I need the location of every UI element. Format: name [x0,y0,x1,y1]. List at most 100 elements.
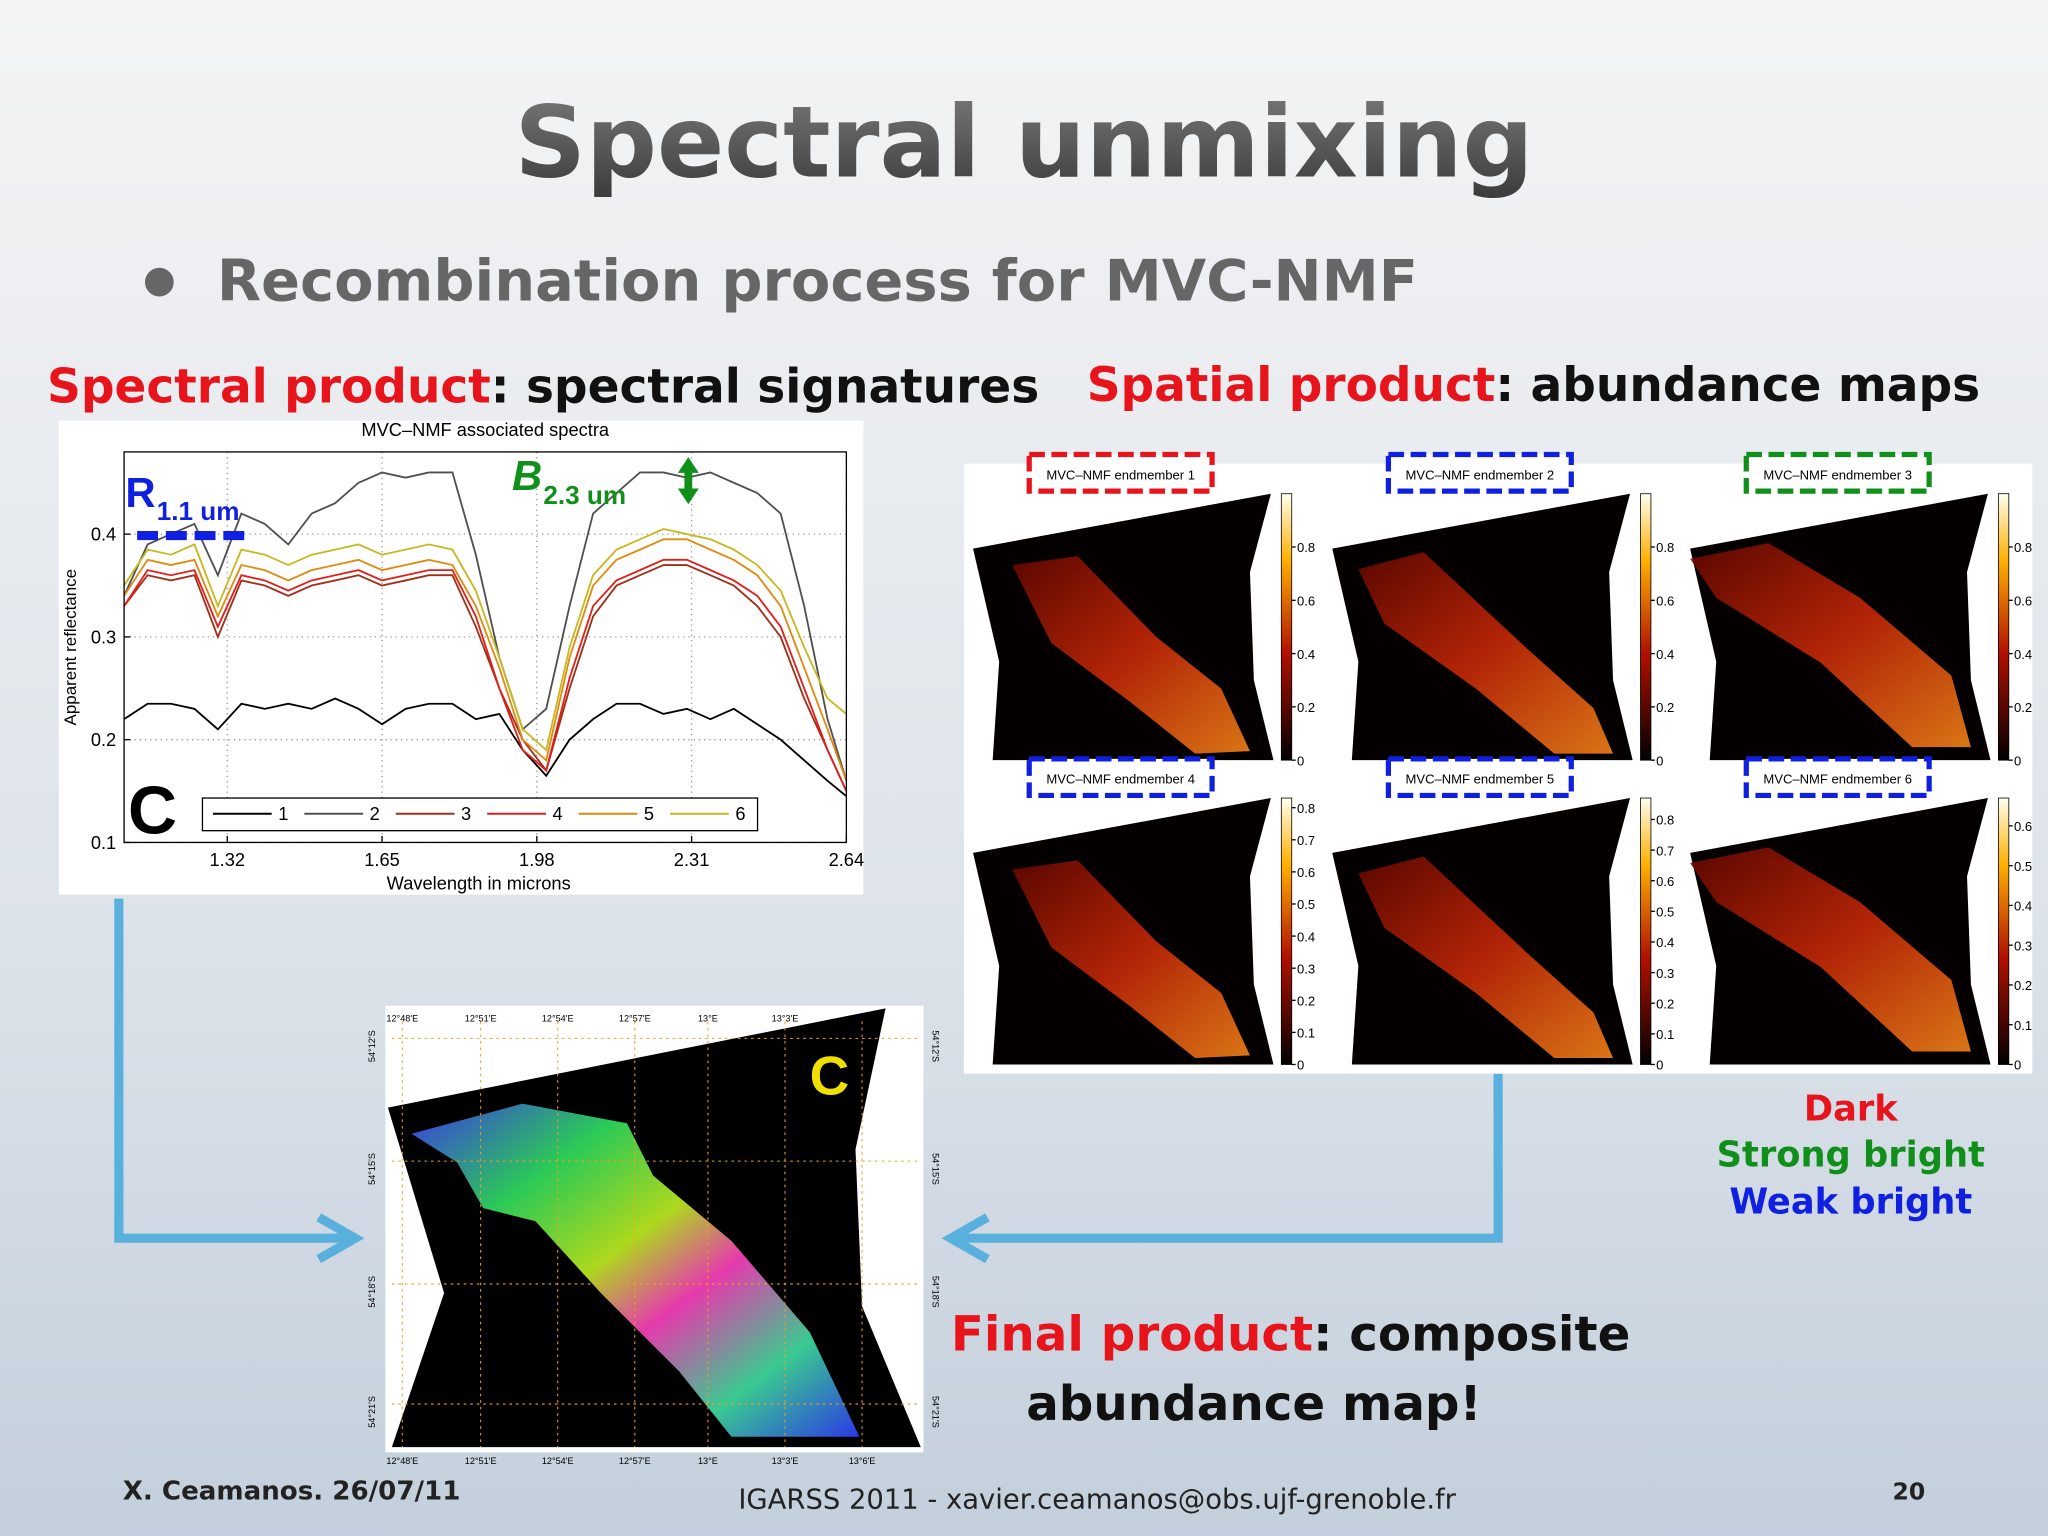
lon-label: 12°48'E [386,1456,418,1466]
class-note: Dark [1804,1089,1899,1130]
spectrum-line [123,528,847,752]
page-number: 20 [1893,1477,1926,1505]
spectrum-line [123,564,848,792]
lon-label: 12°54'E [542,1456,574,1466]
colorbar-tick-label: 0.6 [1656,874,1674,889]
heading-rest: : spectral signatures [491,359,1039,414]
colorbar-tick-label: 0.7 [1656,843,1674,858]
colorbar-tick-label: 0.4 [2014,647,2032,662]
footer-center: IGARSS 2011 - xavier.ceamanos@obs.ujf-gr… [738,1485,1456,1516]
lat-label: 54°21'S [367,1396,377,1428]
x-tick-label: 1.32 [209,849,245,870]
colorbar [1280,797,1293,1065]
chart-title: MVC–NMF associated spectra [361,419,610,440]
colorbar-tick-label: 0.6 [2014,594,2032,609]
colorbar-tick-label: 0.4 [1297,929,1315,944]
y-tick-label: 0.4 [91,524,116,545]
colorbar-tick-label: 0.5 [2014,859,2032,874]
map-abundance [1012,860,1250,1058]
colorbar [1997,493,2010,761]
colorbar [1640,797,1652,1065]
map-abundance [1358,856,1614,1058]
spectrum-line [123,697,847,797]
lat-label: 54°12'S [931,1030,941,1062]
heading-rest: : composite [1313,1307,1630,1363]
colorbar-tick-label: 0 [2014,753,2021,768]
colorbar-tick-label: 0.5 [1297,897,1315,912]
bullet-dot [144,267,174,297]
lat-label: 54°18'S [931,1276,941,1308]
bullet-text: Recombination process for MVC-NMF [217,247,1418,314]
colorbar-tick-label: 0.5 [1656,905,1674,920]
colorbar-tick-label: 0.1 [2014,1018,2032,1033]
colorbar-tick-label: 0 [1297,1058,1304,1073]
colorbar-tick-label: 0.6 [2014,819,2032,834]
colorbar-tick-label: 0.6 [1656,594,1674,609]
map-label-box [1026,756,1215,799]
colorbar-tick-label: 0.8 [1656,813,1674,828]
x-tick-label: 1.65 [364,849,400,870]
legend-label: 1 [278,803,288,824]
abundance-maps: MVC–NMF endmember 1 0 0.2 0.4 0.6 0.8 MVC–NMF … [973,451,2032,1073]
annotation: R [125,469,155,516]
footer-left: X. Ceamanos. 26/07/11 [123,1476,461,1506]
colorbar-tick-label: 0.1 [1656,1027,1674,1042]
y-tick-label: 0.2 [91,729,116,750]
x-tick-label: 1.98 [519,849,555,870]
class-note: Weak bright [1729,1181,1972,1222]
map-label-box [1385,451,1574,494]
heading-highlight: Final product [951,1307,1313,1363]
colorbar-tick-label: 0.4 [1656,935,1674,950]
spectral-heading: Spectral product: spectral signatures [47,359,1039,414]
composite-map: 12°48'E 12°48'E 12°51'E 12°51'E 12°54'E 12°54… [367,1008,941,1466]
lon-label: 12°57'E [619,1456,651,1466]
lon-label: 12°51'E [465,1013,497,1023]
lon-label: 12°48'E [386,1013,418,1023]
lon-label: 13°3'E [772,1456,799,1466]
colorbar-tick-label: 0.6 [1297,865,1315,880]
heading-rest: : abundance maps [1495,358,1980,413]
map-abundance [1690,847,1971,1052]
arrow-head [316,1213,365,1264]
map-label-box [1385,756,1574,799]
colorbar-tick-label: 0 [1656,1058,1663,1073]
composite-letter: C [810,1045,850,1107]
map-label-box [1026,451,1215,494]
colorbar-tick-label: 0.3 [1297,961,1315,976]
colorbar [1997,797,2010,1065]
colorbar-tick-label: 0 [2014,1058,2021,1073]
legend-box [201,797,759,832]
lon-label: 12°54'E [542,1013,574,1023]
colorbar-tick-label: 0.8 [1297,540,1315,555]
annotation: C [128,773,177,848]
composite-abundance [411,1103,860,1437]
lon-label: 13°3'E [772,1013,799,1023]
map-label-box [1743,451,1932,494]
annotation: 1.1 um [157,496,240,526]
colorbar-tick-label: 0.4 [1656,647,1674,662]
map-label: MVC–NMF endmember 4 [1046,772,1195,787]
map-abundance [1358,552,1614,754]
legend-label: 4 [552,803,562,824]
slide-title: Spectral unmixing [514,85,1533,200]
lon-label: 13°6'E [849,1456,876,1466]
arrow-head [941,1213,990,1264]
spectra-chart: MVC–NMF associated spectra 1.32 1.65 1.98 2.… [61,419,864,893]
colorbar-tick-label: 0.3 [2014,938,2032,953]
y-axis-label: Apparent reflectance [61,569,80,726]
spectrum-line [123,538,848,782]
colorbar-tick-label: 0.6 [1297,594,1315,609]
colorbar-tick-label: 0.2 [1656,996,1674,1011]
x-tick-label: 2.31 [674,849,710,870]
y-tick-label: 0.3 [91,626,116,647]
lon-label: 12°51'E [465,1456,497,1466]
annotation-marker [677,457,699,505]
lon-label: 12°57'E [619,1013,651,1023]
legend-label: 5 [644,803,654,824]
colorbar-tick-label: 0.4 [2014,899,2032,914]
y-tick-label: 0.1 [91,832,116,853]
lon-label: 13°E [698,1456,718,1466]
spatial-heading: Spatial product: abundance maps [1087,358,1980,413]
spectrum-line [123,471,848,782]
